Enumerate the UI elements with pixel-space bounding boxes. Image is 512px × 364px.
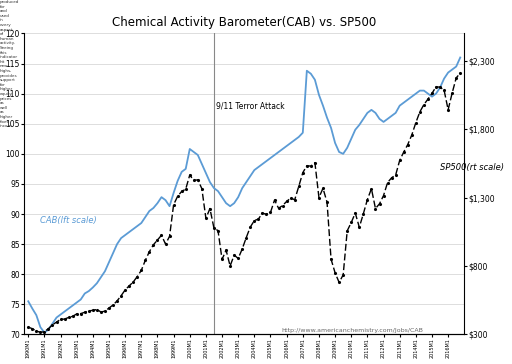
Text: CAB(lft scale): CAB(lft scale) xyxy=(40,216,97,225)
Text: produced for and used in every aspect of human activity. Seeing this indicator h: produced for and used in every aspect of… xyxy=(0,0,19,128)
Text: http://www.americanchemistry.com/Jobs/CAB: http://www.americanchemistry.com/Jobs/CA… xyxy=(281,328,423,333)
Text: 9/11 Terror Attack: 9/11 Terror Attack xyxy=(216,102,285,111)
Title: Chemical Activity Barometer(CAB) vs. SP500: Chemical Activity Barometer(CAB) vs. SP5… xyxy=(112,16,376,29)
Text: SP500(rt scale): SP500(rt scale) xyxy=(440,163,504,172)
